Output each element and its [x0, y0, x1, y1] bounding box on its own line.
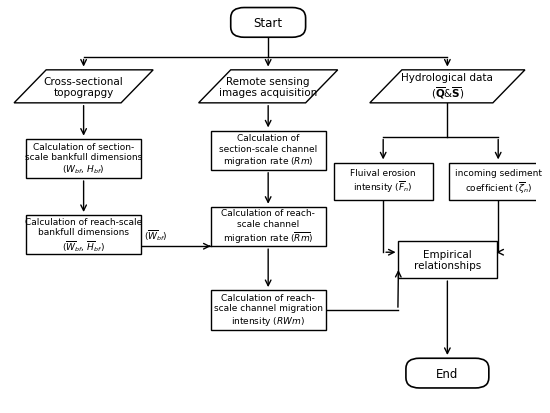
Text: Empirical
relationships: Empirical relationships	[414, 249, 481, 271]
Text: Cross-sectional
topograpgy: Cross-sectional topograpgy	[44, 76, 124, 98]
Text: Remote sensing
images acquisition: Remote sensing images acquisition	[219, 76, 317, 98]
Text: Fluival erosion
intensity ($\mathbf{\overline{\it{F}}_n}$): Fluival erosion intensity ($\mathbf{\ove…	[350, 169, 416, 195]
Text: Calculation of reach-
scale channel
migration rate ($\mathbf{\overline{\it{Rm}}}: Calculation of reach- scale channel migr…	[221, 209, 315, 245]
Bar	[211, 291, 326, 330]
Text: Hydrological data
($\mathbf{\overline{Q}}$&$\mathbf{\overline{S}}$): Hydrological data ($\mathbf{\overline{Q}…	[402, 73, 493, 101]
FancyBboxPatch shape	[230, 9, 306, 38]
FancyBboxPatch shape	[406, 358, 489, 388]
Text: Calculation of reach-scale
bankfull dimensions
($\mathbf{\overline{\it{W}}_{bf}}: Calculation of reach-scale bankfull dime…	[25, 217, 142, 254]
Text: Calculation of reach-
scale channel migration
intensity ($\mathbf{\it{RWm}}$): Calculation of reach- scale channel migr…	[213, 293, 323, 327]
Bar	[26, 140, 141, 179]
Bar	[211, 131, 326, 171]
Polygon shape	[370, 71, 525, 104]
Text: Calculation of section-
scale bankfull dimensions
($\mathbf{\it{W_{bf}}}$, $\mat: Calculation of section- scale bankfull d…	[25, 142, 142, 176]
Text: Start: Start	[254, 17, 283, 30]
Polygon shape	[199, 71, 338, 104]
Text: End: End	[436, 367, 459, 380]
Bar	[449, 163, 548, 200]
Bar	[26, 216, 141, 255]
Bar	[398, 242, 497, 278]
Text: Calculation of
section-scale channel
migration rate ($\mathbf{\it{Rm}}$): Calculation of section-scale channel mig…	[219, 134, 317, 168]
Polygon shape	[14, 71, 153, 104]
Text: ($\mathbf{\overline{\it{W}}_{bf}}$): ($\mathbf{\overline{\it{W}}_{bf}}$)	[144, 228, 168, 242]
Bar	[211, 207, 326, 247]
Text: incoming sediment
coefficient ($\mathbf{\overline{\it{\zeta}}_n}$): incoming sediment coefficient ($\mathbf{…	[455, 168, 542, 195]
Bar	[334, 163, 433, 200]
